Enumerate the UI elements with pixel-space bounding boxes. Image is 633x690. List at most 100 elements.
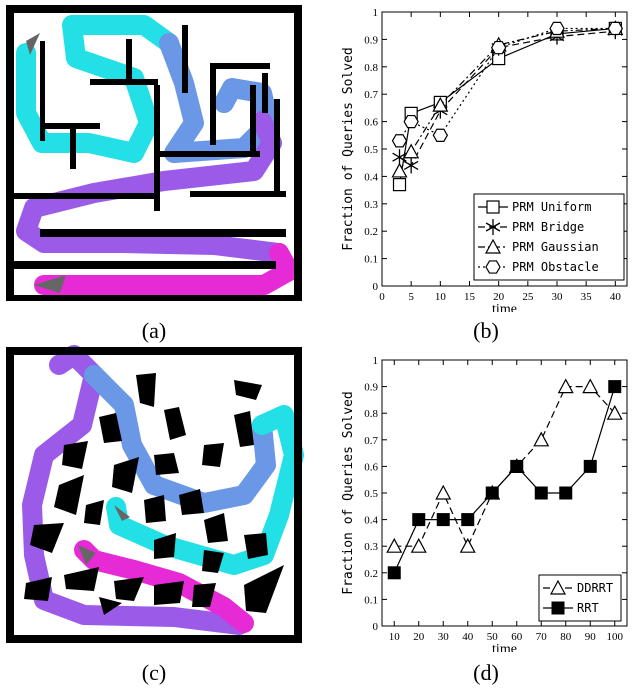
- data-point: [534, 486, 548, 500]
- polygon-environment-c: [6, 345, 304, 643]
- data-point: [607, 21, 624, 36]
- maze-walls: [6, 5, 302, 301]
- caption-b: (b): [473, 318, 499, 343]
- legend-marker: [551, 601, 565, 615]
- y-tick-label: 0.6: [364, 117, 378, 129]
- data-point: [403, 157, 419, 174]
- data-point: [606, 404, 623, 420]
- data-point: [510, 459, 524, 473]
- legend: DDRRT RRT: [538, 574, 622, 622]
- series-3: [391, 21, 624, 148]
- x-tick-label: 20: [413, 631, 425, 643]
- series-line: [398, 27, 616, 142]
- x-tick-label: 10: [389, 631, 401, 643]
- legend-entry: PRM Uniform: [512, 200, 591, 214]
- y-tick-label: 0.4: [364, 171, 378, 183]
- legend-entry: PRM Obstacle: [512, 260, 599, 274]
- data-point: [608, 380, 622, 394]
- x-tick-label: 15: [464, 291, 476, 303]
- data-point: [485, 486, 499, 500]
- y-tick-label: 0.8: [364, 62, 378, 74]
- x-tick-label: 40: [610, 291, 622, 303]
- y-tick-label: 0.5: [364, 488, 378, 500]
- x-tick-label: 90: [585, 631, 597, 643]
- series-line: [394, 385, 616, 548]
- legend-marker: [485, 219, 501, 235]
- x-tick-label: 25: [522, 291, 534, 303]
- data-point: [436, 513, 450, 527]
- caption-a: (a): [141, 318, 167, 343]
- chart-d: 0 0.1 0.2 0.3 0.4 0.5 0.6 0.7 0.8 0.9 1 10 20 30 40 50 6…: [341, 355, 628, 652]
- legend: PRM Uniform PRM Bridge PRM Gaussian PRM Obs…: [473, 193, 625, 281]
- data-point: [412, 513, 426, 527]
- legend-entry: PRM Gaussian: [512, 240, 599, 254]
- x-tick-label: 10: [435, 291, 447, 303]
- data-point: [386, 537, 403, 553]
- y-tick-label: 0.5: [364, 144, 378, 156]
- chart-b: 00.10.20.30.40.50.60.70.80.910 5 10 15 20 25 3…: [341, 7, 628, 312]
- y-tick-label: 0.7: [364, 89, 378, 101]
- caption-c: (c): [141, 660, 167, 685]
- y-tick-label: 0.4: [364, 515, 378, 527]
- data-point: [557, 378, 574, 394]
- data-point: [391, 162, 408, 178]
- y-tick-label: 0.3: [364, 199, 378, 211]
- data-point: [559, 486, 573, 500]
- data-point: [533, 431, 550, 447]
- data-point: [403, 114, 419, 129]
- x-tick-label: 20: [493, 291, 505, 303]
- y-tick-label: 0.6: [364, 461, 378, 473]
- legend-entry: RRT: [577, 601, 599, 615]
- x-tick-label: 60: [511, 631, 523, 643]
- x-tick-label: 30: [552, 291, 564, 303]
- y-tick-label: 0.9: [364, 34, 378, 46]
- legend-entry: PRM Bridge: [512, 220, 584, 234]
- legend-marker: [549, 579, 567, 595]
- maze-environment-a: [6, 5, 302, 301]
- start-goal-markers-c: [78, 505, 130, 565]
- caption-d: (d): [473, 660, 499, 685]
- data-point: [391, 134, 408, 148]
- y-tick-label: 0.1: [364, 254, 378, 266]
- data-point: [432, 128, 449, 142]
- data-point: [435, 484, 452, 500]
- y-tick-label: 0: [373, 281, 379, 293]
- legend-entry: DDRRT: [577, 581, 613, 595]
- x-tick-label: 80: [560, 631, 572, 643]
- y-axis-label: Fraction of Queries Solved: [341, 47, 356, 251]
- y-tick-label: 1: [373, 355, 379, 367]
- y-tick-label: 0.1: [364, 594, 378, 606]
- legend-marker: [485, 260, 501, 274]
- y-axis-label: Fraction of Queries Solved: [341, 391, 356, 595]
- data-point: [461, 513, 475, 527]
- series-line: [393, 386, 616, 574]
- x-tick-label: 100: [607, 631, 624, 643]
- series-0: [392, 21, 622, 192]
- x-tick-label: 0: [379, 291, 385, 303]
- start-goal-markers: [26, 33, 66, 293]
- y-tick-label: 0.8: [364, 408, 378, 420]
- x-tick-label: 5: [408, 291, 414, 303]
- x-tick-label: 70: [536, 631, 548, 643]
- data-point: [432, 96, 449, 112]
- y-tick-label: 0.2: [364, 226, 378, 238]
- data-point: [392, 149, 407, 166]
- robot-path: [16, 15, 299, 295]
- data-point: [392, 178, 407, 192]
- series-1: [387, 380, 622, 580]
- legend-marker: [486, 200, 500, 214]
- x-tick-label: 50: [487, 631, 499, 643]
- series-line: [399, 30, 616, 167]
- legend-marker: [484, 238, 502, 254]
- data-point: [410, 537, 427, 553]
- y-tick-label: 0: [373, 621, 379, 633]
- x-tick-label: 35: [581, 291, 593, 303]
- data-point: [583, 459, 597, 473]
- series-1: [392, 23, 623, 174]
- data-point: [549, 21, 565, 36]
- y-tick-label: 0.9: [364, 382, 378, 394]
- data-point: [403, 143, 420, 159]
- y-tick-label: 0.3: [364, 541, 378, 553]
- series-line: [398, 27, 616, 185]
- x-tick-label: 30: [438, 631, 450, 643]
